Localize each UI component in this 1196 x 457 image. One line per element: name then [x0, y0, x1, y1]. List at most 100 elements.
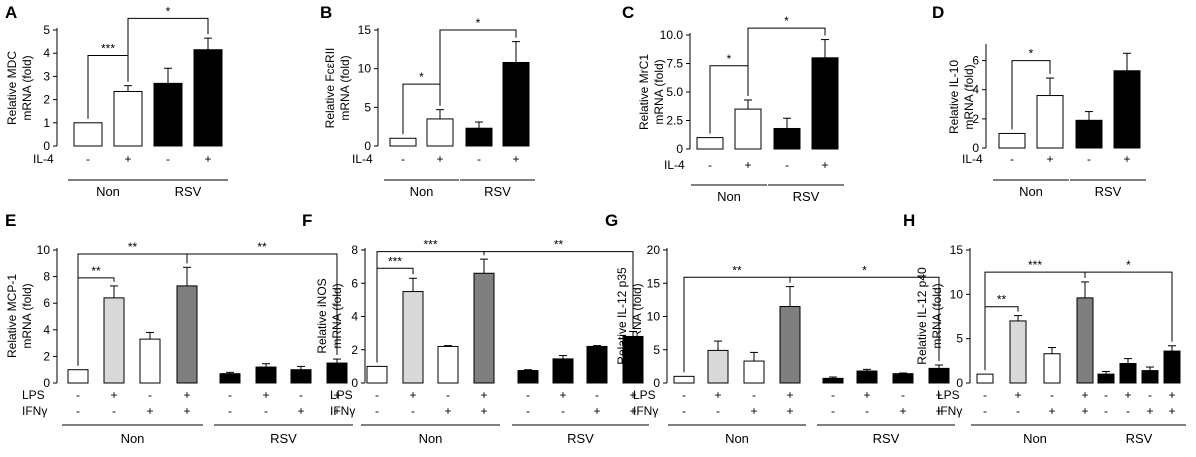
significance-bracket: [127, 17, 209, 82]
y-axis-title-line: mRNA (fold): [338, 55, 352, 120]
y-tick-label: 3: [43, 69, 50, 83]
treatment-sign: +: [1081, 404, 1088, 418]
bar: [928, 367, 950, 384]
significance-bracket: [483, 251, 634, 328]
group-label: RSV: [175, 184, 202, 199]
treatment-sign: -: [682, 388, 686, 402]
y-axis-title-line: Relative FcεRII: [323, 48, 337, 129]
y-axis-title-line: mRNA (fold): [930, 283, 944, 348]
y-axis-title-line: Relative IL-10: [947, 60, 961, 134]
treatment-label: IFNγ: [22, 404, 47, 418]
panel-c: C Relative MrC1 mRNA (fold) 0 2.5 5.0 7.5 10.0 *…: [622, 3, 844, 204]
group-label: RSV: [873, 431, 900, 446]
y-tick-label: 15: [950, 243, 964, 257]
treatment-sign: -: [1148, 388, 1152, 402]
y-tick-label: 5.0: [666, 85, 683, 99]
treatment-sign: +: [821, 158, 828, 172]
significance-bracket: [789, 276, 940, 362]
treatment-sign: +: [262, 388, 269, 402]
bar: [743, 360, 765, 384]
treatment-label: LPS: [22, 388, 45, 402]
treatment-sign: +: [1046, 152, 1053, 166]
treatment-sign: -: [375, 388, 379, 402]
treatment-sign: +: [1168, 404, 1175, 418]
treatment-sign: +: [593, 404, 600, 418]
significance-bracket: [1084, 271, 1173, 342]
treatment-sign: +: [744, 158, 751, 172]
y-axis-title-line: mRNA (fold): [962, 64, 976, 129]
treatment-label: LPS: [937, 388, 960, 402]
treatment-sign: -: [228, 388, 232, 402]
treatment-sign: -: [983, 388, 987, 402]
y-tick-label: 0: [43, 139, 50, 153]
treatment-sign: +: [935, 404, 942, 418]
treatment-sign: -: [901, 388, 905, 402]
bar: [773, 127, 801, 150]
y-tick-label: 2: [351, 343, 358, 357]
treatment-sign: +: [1081, 388, 1088, 402]
treatment-label: IFNγ: [633, 404, 658, 418]
y-tick-label: 0: [351, 376, 358, 390]
treatment-sign: -: [561, 404, 565, 418]
bar: [67, 369, 89, 384]
treatment-sign: +: [297, 404, 304, 418]
y-tick-label: 5: [653, 343, 660, 357]
treatment-label: IL-4: [664, 158, 685, 172]
bar: [1119, 362, 1137, 384]
bar: [552, 358, 574, 384]
treatment-sign: -: [148, 388, 152, 402]
treatment-sign: +: [559, 388, 566, 402]
treatment-sign: +: [629, 388, 636, 402]
bar: [707, 349, 729, 384]
treatment-sign: +: [409, 388, 416, 402]
panel-label: A: [5, 3, 17, 22]
y-tick-label: 8: [351, 243, 358, 257]
treatment-sign: +: [1124, 388, 1131, 402]
treatment-sign: -: [299, 388, 303, 402]
treatment-sign: -: [595, 388, 599, 402]
significance-label: *: [166, 4, 171, 18]
y-tick-label: 10: [358, 62, 372, 76]
y-tick-label: 20: [647, 243, 661, 257]
treatment-sign: +: [935, 388, 942, 402]
y-tick-label: 4: [972, 83, 979, 97]
bar: [426, 118, 454, 147]
bar: [892, 373, 914, 384]
bar: [73, 122, 103, 147]
group-label: Non: [1019, 184, 1043, 199]
y-axis-title: Relative IL-10 mRNA (fold): [947, 60, 976, 134]
treatment-sign: -: [166, 152, 170, 166]
y-tick-label: 0: [972, 141, 979, 155]
significance-label: *: [419, 70, 424, 84]
y-tick-label: 1: [43, 116, 50, 130]
significance-label: **: [554, 238, 564, 252]
treatment-sign: -: [1010, 152, 1014, 166]
group-label: RSV: [793, 189, 820, 204]
bar: [502, 61, 530, 147]
treatment-label: IFNγ: [330, 404, 355, 418]
bar: [586, 345, 608, 384]
treatment-sign: +: [480, 388, 487, 402]
y-tick-label: 0: [43, 376, 50, 390]
panel-label: D: [932, 3, 944, 22]
bar: [1043, 353, 1061, 384]
treatment-sign: -: [446, 388, 450, 402]
panel-label: F: [302, 211, 312, 230]
treatment-sign: +: [786, 388, 793, 402]
panel-d: D Relative IL-10 mRNA (fold) 0 2 4 6 * IL-4 - + - + N…: [932, 3, 1146, 199]
treatment-label: IL-4: [352, 152, 373, 166]
significance-label: *: [476, 16, 481, 30]
bar: [673, 375, 695, 384]
y-tick-label: 4: [43, 46, 50, 60]
y-tick-label: 4: [43, 323, 50, 337]
significance-bracket: [186, 253, 338, 356]
treatment-sign: +: [512, 152, 519, 166]
significance-bracket: [683, 276, 791, 373]
significance-label: **: [128, 240, 138, 254]
y-axis-title-line: mRNA (fold): [652, 59, 666, 124]
treatment-sign: +: [444, 404, 451, 418]
y-tick-label: 5: [956, 332, 963, 346]
